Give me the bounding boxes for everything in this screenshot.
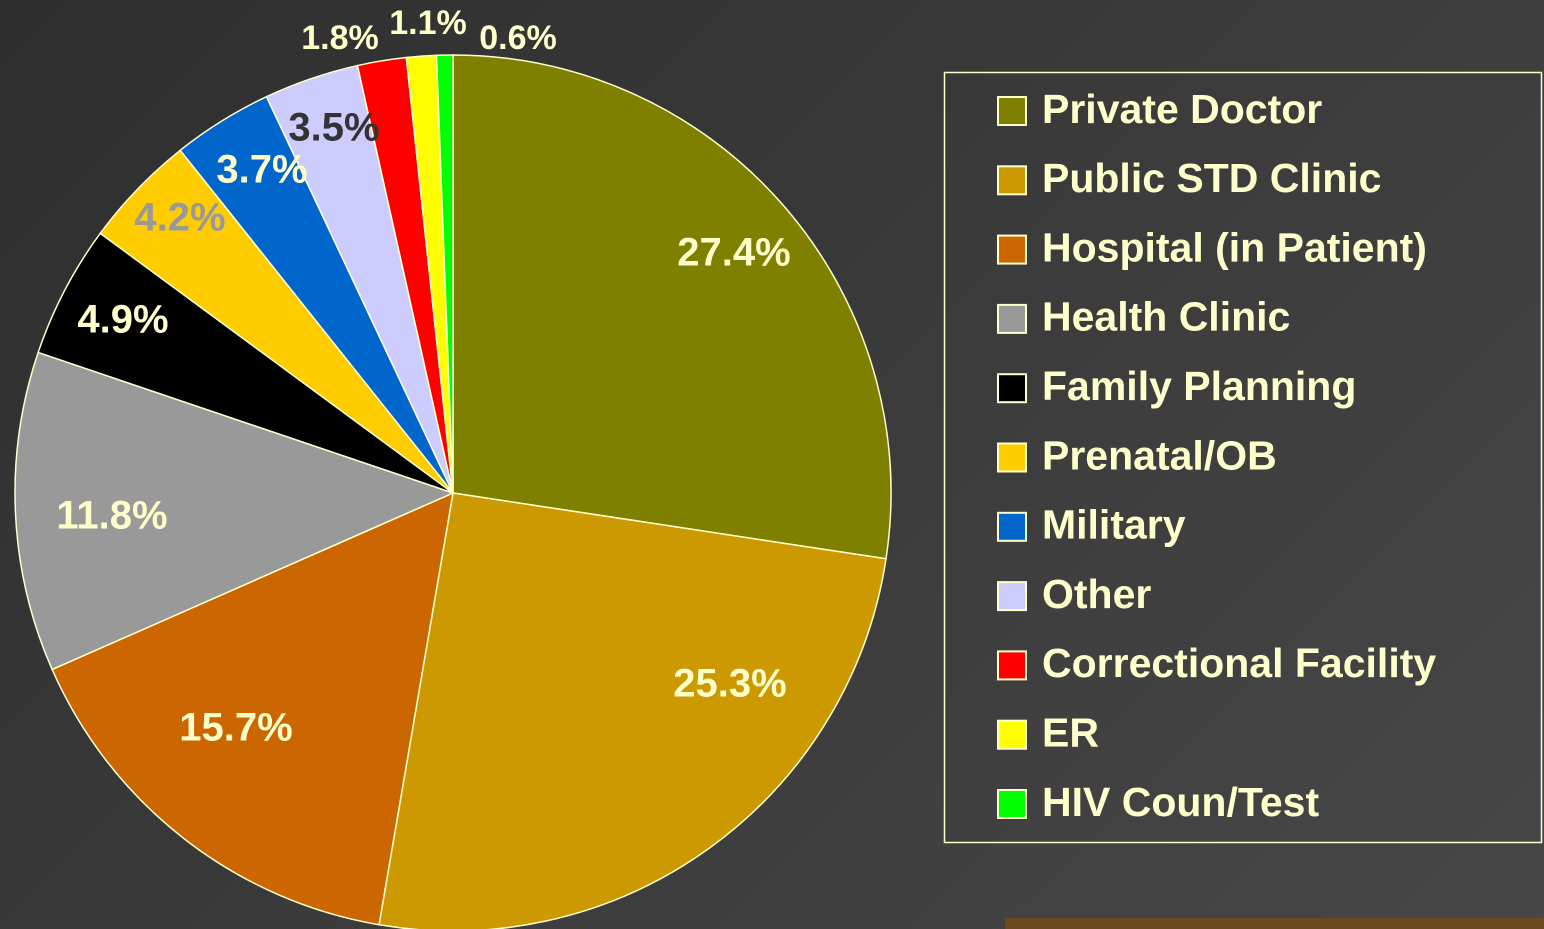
pie-slice — [51, 491, 454, 926]
legend-label: Health Clinic — [1042, 294, 1290, 340]
legend-swatch — [997, 650, 1027, 681]
data-label: 25.3% — [673, 662, 786, 706]
data-label: 1.1% — [389, 4, 467, 42]
legend-label: Prenatal/OB — [1042, 432, 1277, 478]
legend-swatch — [997, 511, 1027, 542]
pie-slice — [435, 54, 454, 494]
data-label: 1.8% — [301, 19, 379, 57]
pie-slice — [14, 351, 456, 671]
legend-label: Public STD Clinic — [1042, 155, 1381, 201]
data-label: 11.8% — [56, 494, 167, 538]
legend-label: Other — [1042, 571, 1151, 617]
data-label: 3.7% — [216, 148, 307, 192]
legend-label: Military — [1042, 502, 1186, 548]
data-label: 15.7% — [179, 706, 292, 750]
pie-slice — [452, 54, 892, 560]
legend-swatch — [997, 165, 1027, 196]
pie-slice — [378, 492, 887, 929]
photo-fragment — [1005, 918, 1544, 929]
legend-label: Hospital (in Patient) — [1042, 224, 1427, 270]
data-label: 27.4% — [677, 231, 790, 275]
legend-swatch — [997, 234, 1027, 265]
legend-label: ER — [1042, 710, 1099, 756]
legend-swatch — [997, 719, 1027, 750]
legend-label: HIV Coun/Test — [1042, 779, 1319, 825]
legend-swatch — [997, 789, 1027, 819]
data-label: 4.9% — [77, 298, 168, 342]
data-label: 4.2% — [134, 196, 225, 240]
legend-swatch — [997, 442, 1027, 473]
legend-swatch — [997, 373, 1027, 404]
data-label: 0.6% — [479, 19, 557, 57]
legend-swatch — [997, 581, 1027, 612]
legend-swatch — [997, 96, 1027, 126]
legend-label: Private Doctor — [1042, 86, 1322, 132]
legend-swatch — [997, 303, 1027, 334]
legend-label: Family Planning — [1042, 363, 1356, 409]
data-label: 3.5% — [288, 106, 379, 150]
legend-box — [943, 71, 1543, 844]
legend-label: Correctional Facility — [1042, 640, 1436, 686]
